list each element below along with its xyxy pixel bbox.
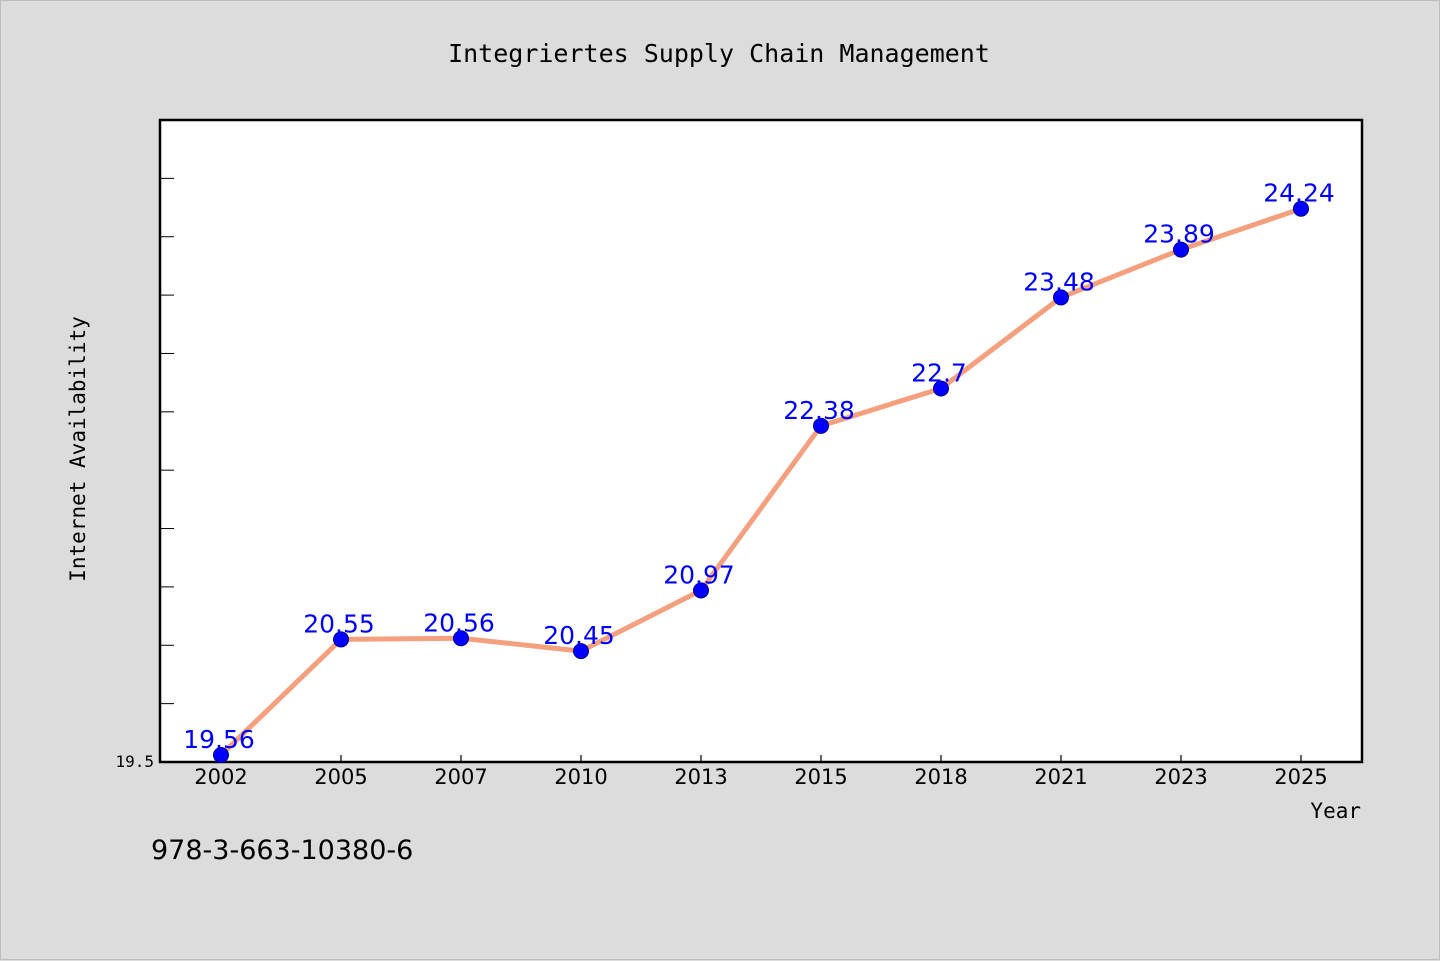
data-label: 23.48 <box>1023 267 1095 296</box>
data-labels: 19.56 20.55 20.56 20.45 20.97 22.38 22.7 23.48 2… <box>183 179 1335 754</box>
chart-title: Integriertes Supply Chain Management <box>448 39 990 68</box>
x-tick-label: 2023 <box>1154 765 1207 789</box>
x-tick-label: 2007 <box>434 765 487 789</box>
data-point-marker <box>1293 200 1309 217</box>
data-label: 20.97 <box>663 560 735 589</box>
data-label: 22.38 <box>783 396 855 425</box>
x-tick-label: 2018 <box>914 765 967 789</box>
data-label: 19.56 <box>183 725 255 754</box>
data-point-marker <box>1053 289 1069 306</box>
x-axis-label: Year <box>1310 799 1361 823</box>
data-point-marker <box>693 582 709 599</box>
data-point-marker <box>333 631 349 648</box>
y-axis-label: Internet Availability <box>66 316 90 582</box>
x-tick-labels: 2002 2005 2007 2010 2013 2015 2018 2021 2023 2025 <box>194 765 1327 789</box>
series-line-layer <box>218 206 1304 758</box>
isbn-text: 978-3-663-10380-6 <box>151 835 414 866</box>
x-tick-label: 2025 <box>1274 765 1327 789</box>
x-tick-label: 2015 <box>794 765 847 789</box>
series-line <box>218 206 1304 758</box>
x-tick-label: 2021 <box>1034 765 1087 789</box>
data-point-marker <box>813 417 829 434</box>
x-tick-label: 2013 <box>674 765 727 789</box>
data-point-marker <box>933 380 949 397</box>
x-tick-label: 2010 <box>554 765 607 789</box>
x-tick-label: 2005 <box>314 765 367 789</box>
data-point-marker <box>1173 241 1189 258</box>
data-point-marker <box>573 643 589 660</box>
y-axis-ticks <box>160 119 174 763</box>
data-label: 20.45 <box>543 621 615 650</box>
data-label: 22.7 <box>911 358 967 387</box>
y-tick-label: 19.5 <box>115 752 154 771</box>
data-point-marker <box>213 746 229 763</box>
data-point-marker <box>453 630 469 647</box>
data-label: 24.24 <box>1263 179 1335 208</box>
data-label: 23.89 <box>1143 220 1215 249</box>
data-label: 20.55 <box>303 609 375 638</box>
data-label: 20.56 <box>423 608 495 637</box>
x-tick-label: 2002 <box>194 765 247 789</box>
plot-area <box>158 118 1364 764</box>
series-markers <box>213 200 1309 763</box>
